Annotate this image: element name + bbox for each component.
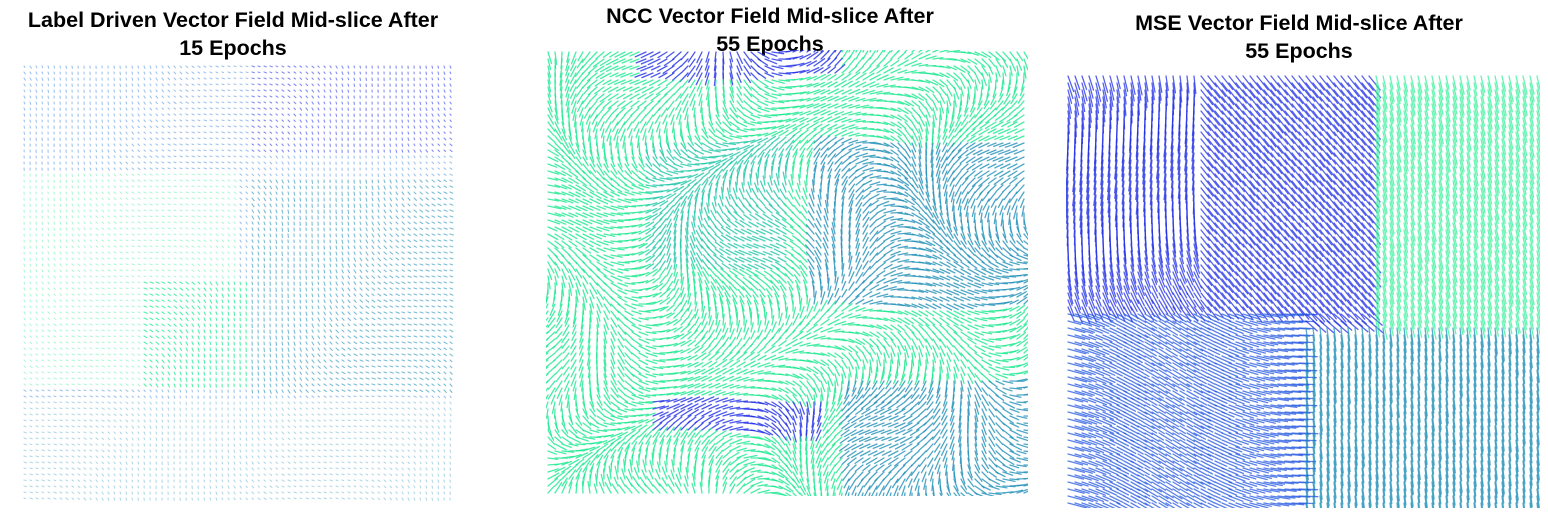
vector-arrows bbox=[1066, 75, 1540, 508]
ncc-panel: NCC Vector Field Mid-slice After 55 Epoc… bbox=[520, 0, 1028, 515]
title-line-1: NCC Vector Field Mid-slice After bbox=[606, 4, 934, 28]
panel-title: NCC Vector Field Mid-slice After 55 Epoc… bbox=[520, 2, 1020, 58]
vector-arrows bbox=[23, 65, 454, 502]
panel-title: MSE Vector Field Mid-slice After 55 Epoc… bbox=[1050, 9, 1548, 65]
title-line-2: 55 Epochs bbox=[716, 32, 824, 56]
panel-title: Label Driven Vector Field Mid-slice Afte… bbox=[0, 6, 466, 62]
title-line-2: 55 Epochs bbox=[1245, 39, 1353, 63]
title-line-1: MSE Vector Field Mid-slice After bbox=[1135, 11, 1463, 35]
mse-panel: MSE Vector Field Mid-slice After 55 Epoc… bbox=[1050, 0, 1548, 515]
label-driven-vector-field bbox=[23, 65, 454, 502]
label-driven-panel: Label Driven Vector Field Mid-slice Afte… bbox=[0, 0, 466, 515]
vector-arrows bbox=[546, 50, 1028, 496]
ncc-vector-field bbox=[546, 50, 1028, 496]
title-line-1: Label Driven Vector Field Mid-slice Afte… bbox=[27, 8, 439, 32]
title-line-2: 15 Epochs bbox=[179, 36, 287, 60]
mse-vector-field bbox=[1066, 75, 1540, 508]
